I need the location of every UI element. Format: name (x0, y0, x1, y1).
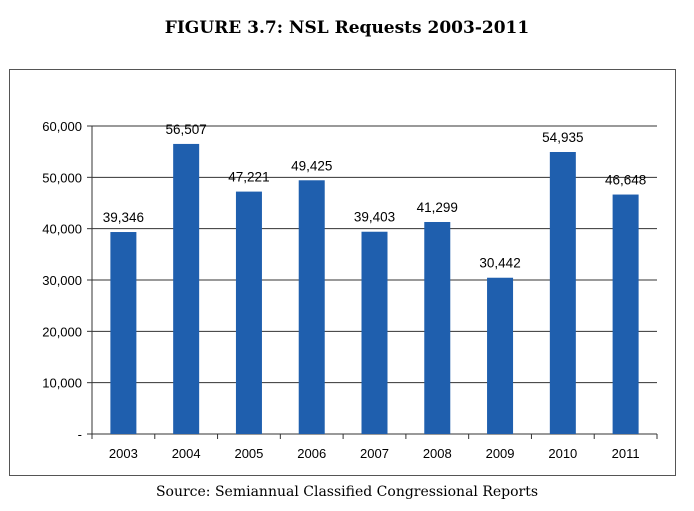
chart-frame: 39,346 56,507 47,221 49,425 39,403 41,299 30,4… (9, 69, 676, 476)
data-label-2006: 49,425 (291, 158, 332, 173)
figure-title: FIGURE 3.7: NSL Requests 2003-2011 (164, 18, 530, 38)
data-label-2011: 46,648 (605, 173, 646, 188)
y-axis-tick-labels: - 10,000 20,000 30,000 40,000 50,000 60,000 (42, 119, 82, 442)
x-tick-label-2008: 2008 (423, 446, 452, 461)
y-tick-label: 40,000 (42, 222, 82, 237)
y-tick-label: - (78, 427, 82, 442)
x-tick-label-2003: 2003 (109, 446, 138, 461)
data-label-2009: 30,442 (479, 256, 520, 271)
data-label-2004: 56,507 (166, 122, 207, 137)
bar-2010 (549, 152, 576, 434)
bar-2005 (235, 191, 262, 434)
data-label-2010: 54,935 (542, 130, 583, 145)
y-tick-label: 10,000 (42, 376, 82, 391)
y-tick-label: 50,000 (42, 170, 82, 185)
data-label-2003: 39,346 (103, 210, 144, 225)
bar-2009 (487, 277, 514, 434)
bar-2008 (424, 221, 451, 434)
bar-2006 (298, 180, 325, 434)
x-tick-label-2006: 2006 (297, 446, 326, 461)
bar-chart: 39,346 56,507 47,221 49,425 39,403 41,299 30,4… (42, 119, 658, 461)
bar-2004 (173, 143, 200, 434)
x-tick-label-2004: 2004 (172, 446, 201, 461)
x-axis-tick-labels: 2003 2004 2005 2006 2007 2008 2009 2010 2011 (109, 446, 640, 461)
bar-2007 (361, 231, 388, 434)
x-tick-label-2005: 2005 (234, 446, 263, 461)
y-tick-label: 60,000 (42, 119, 82, 134)
source-note: Source: Semiannual Classified Congressio… (155, 484, 539, 500)
x-tick-label-2007: 2007 (360, 446, 389, 461)
data-label-2005: 47,221 (228, 170, 269, 185)
x-tick-label-2011: 2011 (612, 446, 640, 461)
bar-2003 (110, 232, 137, 434)
data-label-2007: 39,403 (354, 210, 395, 225)
x-tick-label-2009: 2009 (486, 446, 515, 461)
data-labels: 39,346 56,507 47,221 49,425 39,403 41,299 30,4… (103, 122, 647, 271)
x-tick-label-2010: 2010 (548, 446, 577, 461)
data-label-2008: 41,299 (417, 200, 458, 215)
bars (110, 143, 639, 434)
y-tick-label: 30,000 (42, 273, 82, 288)
y-tick-label: 20,000 (42, 324, 82, 339)
bar-2011 (612, 194, 639, 434)
